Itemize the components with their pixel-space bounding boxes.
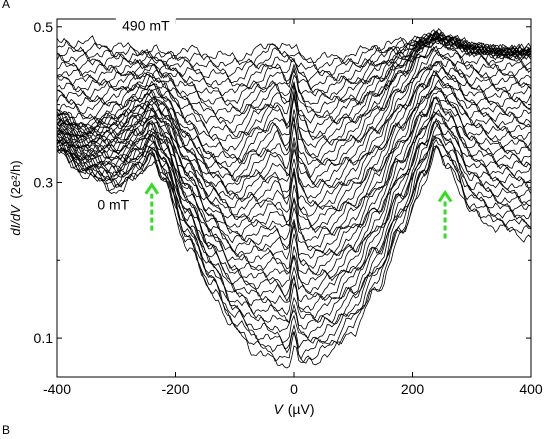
trace-line xyxy=(56,137,532,339)
y-axis-label: dI/dV (2e²/h) xyxy=(8,160,23,235)
annotations: 490 mT 0 mT xyxy=(83,16,176,214)
annotation-label: 0 mT xyxy=(97,197,129,213)
trace-line xyxy=(56,71,532,231)
trace-line xyxy=(56,135,532,344)
trace-line xyxy=(56,75,532,217)
trace-line xyxy=(56,34,532,105)
x-axis-label: V (µV) xyxy=(274,401,315,417)
x-axis-var: V xyxy=(274,401,285,417)
arrow-head xyxy=(437,189,453,203)
trace-line xyxy=(56,111,532,298)
trace-line xyxy=(56,121,532,311)
trace-line xyxy=(56,97,532,276)
x-tick-label: 200 xyxy=(401,381,425,397)
trace-line xyxy=(56,29,532,91)
trace-line xyxy=(56,96,532,270)
annotation-background xyxy=(115,16,176,35)
trace-line xyxy=(56,30,532,96)
y-tick-label: 0.1 xyxy=(34,330,54,346)
y-axis-unit: (2e²/h) xyxy=(8,160,23,198)
trace-line xyxy=(56,146,532,360)
x-ticks: -400 -200 0 200 400 xyxy=(43,19,543,397)
trace-line xyxy=(56,45,532,186)
trace-line xyxy=(56,61,532,207)
x-tick-label: 400 xyxy=(519,381,543,397)
panel-letter-b: B xyxy=(2,423,10,434)
annotation-label: 490 mT xyxy=(122,18,170,34)
trace-line xyxy=(56,117,532,320)
trace-line xyxy=(56,120,532,303)
x-tick-label: 0 xyxy=(290,381,298,397)
trace-line xyxy=(56,79,532,234)
trace-line xyxy=(56,28,532,71)
trace-line xyxy=(56,46,532,182)
y-axis-var: dI/dV xyxy=(8,204,23,236)
traces xyxy=(56,28,532,369)
trace-line xyxy=(56,102,532,276)
x-tick-label: -400 xyxy=(43,381,71,397)
annotation-background xyxy=(83,195,144,214)
panel-letter-a: A xyxy=(2,0,10,11)
trace-line xyxy=(56,144,532,369)
trace-line xyxy=(56,35,532,152)
trace-line xyxy=(56,30,532,64)
x-tick-label: -200 xyxy=(161,381,189,397)
trace-line xyxy=(56,31,532,78)
x-axis-unit: (µV) xyxy=(288,401,315,417)
trace-line xyxy=(56,110,532,294)
y-tick-label: 0.3 xyxy=(34,174,54,190)
trace-line xyxy=(56,38,532,167)
trace-line xyxy=(56,96,532,260)
trace-line xyxy=(56,66,532,209)
arrow-head xyxy=(144,182,160,195)
y-ticks: 0.1 0.3 0.5 xyxy=(34,19,531,346)
y-tick-label: 0.5 xyxy=(34,19,54,35)
arrows xyxy=(144,182,453,239)
trace-line xyxy=(56,86,532,248)
